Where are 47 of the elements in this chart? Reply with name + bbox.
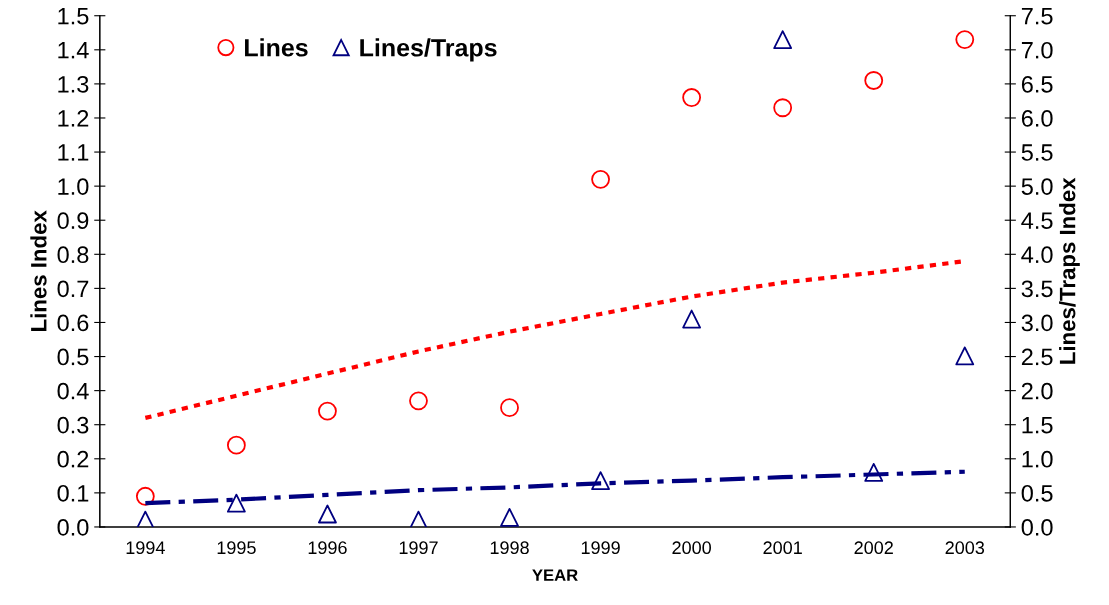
y2-tick-label: 7.5	[1021, 8, 1053, 25]
y2-axis-title: Lines/Traps Index	[1059, 177, 1080, 364]
y-tick-label: 0.5	[57, 348, 89, 366]
y-tick-label: 0.8	[57, 246, 89, 264]
y-tick-label: 0.2	[57, 450, 89, 468]
y-tick-label: 1.5	[58, 8, 89, 25]
x-tick-label: 1999	[581, 541, 620, 555]
y-tick-label: 1.2	[58, 110, 89, 127]
x-tick-label: 1998	[490, 541, 529, 555]
y2-tick-label: 4.0	[1021, 246, 1053, 264]
x-tick-label: 1995	[217, 541, 256, 555]
y2-tick-label: 2.5	[1021, 348, 1053, 366]
x-axis-title: YEAR	[532, 569, 578, 581]
y-tick-label: 0.3	[57, 416, 89, 434]
y2-tick-label: 3.5	[1021, 280, 1053, 298]
y2-tick-label: 1.5	[1022, 417, 1053, 434]
y2-tick-label: 6.5	[1021, 75, 1053, 93]
y2-tick-label: 4.5	[1021, 212, 1053, 230]
y-tick-label: 1.0	[58, 178, 89, 195]
x-tick-label: 1996	[308, 541, 347, 555]
y-axis-title: Lines Index	[30, 210, 47, 331]
y-tick-label: 0.9	[57, 212, 89, 230]
y2-tick-label: 5.0	[1021, 178, 1053, 195]
y-tick-label: 0.0	[57, 519, 89, 536]
y2-tick-label: 0.0	[1021, 519, 1053, 536]
y-tick-label: 1.1	[58, 144, 89, 161]
y2-tick-label: 0.5	[1021, 484, 1053, 502]
y2-tick-label: 2.0	[1021, 382, 1053, 400]
x-tick-label: 1997	[399, 541, 438, 555]
x-tick-label: 2001	[763, 541, 802, 555]
y-tick-label: 0.4	[57, 382, 89, 400]
y-tick-label: 0.6	[57, 314, 89, 332]
y2-tick-label: 3.0	[1021, 314, 1053, 332]
y-tick-label: 0.1	[57, 484, 89, 502]
legend-label: Lines/Traps	[360, 38, 497, 62]
y-tick-label: 0.7	[57, 280, 89, 298]
x-tick-label: 2000	[672, 541, 712, 555]
y2-tick-label: 6.0	[1021, 110, 1053, 127]
y-tick-label: 1.4	[58, 42, 89, 59]
y2-tick-label: 1.0	[1022, 450, 1053, 468]
x-tick-label: 2003	[945, 541, 985, 555]
legend-label: Lines	[245, 38, 308, 57]
y2-tick-label: 7.0	[1021, 41, 1053, 59]
y2-tick-label: 5.5	[1021, 144, 1053, 161]
x-tick-label: 2002	[854, 541, 893, 555]
x-tick-label: 1994	[126, 541, 165, 555]
y-tick-label: 1.3	[58, 75, 89, 93]
